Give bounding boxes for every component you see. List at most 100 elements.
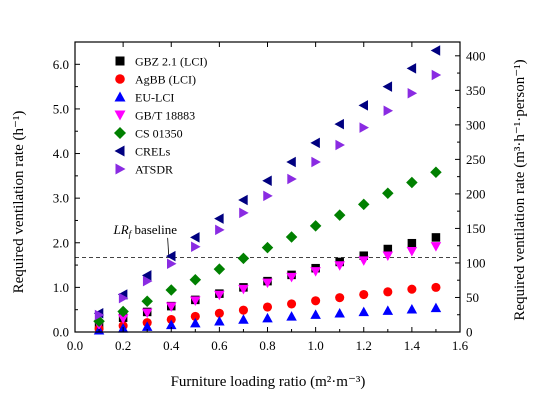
y-left-tick-label-4: 4.0 <box>53 146 69 161</box>
point-s6-11 <box>359 122 369 133</box>
legend-label-6: ATSDR <box>135 163 173 177</box>
legend: GBZ 2.1 (LCI) AgBB (LCI) EU-LCI GB/T 18883 C… <box>114 55 207 177</box>
point-s4-4 <box>189 274 202 286</box>
legend-item-4: CS 01350 <box>114 127 183 141</box>
point-s2-5 <box>214 316 225 326</box>
baseline-label-main: LR <box>113 222 129 237</box>
legend-item-1: AgBB (LCI) <box>115 73 196 87</box>
point-s0-12 <box>383 244 393 254</box>
y-right-tick-label-1: 50 <box>466 290 479 305</box>
point-s2-13 <box>406 303 418 314</box>
legend-item-2: EU-LCI <box>114 91 174 105</box>
legend-label-3: GB/T 18883 <box>135 109 195 123</box>
x-tick-label-3: 0.6 <box>211 338 228 353</box>
y-left-tick-label-6: 6.0 <box>53 57 69 72</box>
point-s4-7 <box>261 241 274 254</box>
point-s2-11 <box>358 306 369 317</box>
point-s0-11 <box>359 251 368 260</box>
point-s4-10 <box>333 209 346 221</box>
legend-item-5: CRELs <box>114 145 171 159</box>
point-s3-5 <box>214 290 225 301</box>
point-s5-5 <box>214 213 224 224</box>
y-right-tick-label-7: 350 <box>466 83 486 98</box>
point-s5-3 <box>166 250 176 262</box>
x-tick-label-6: 1.2 <box>356 338 372 353</box>
point-s2-2 <box>141 321 153 331</box>
point-s4-6 <box>237 252 250 265</box>
point-s6-13 <box>407 88 418 99</box>
legend-marker-1 <box>115 74 125 84</box>
point-s6-12 <box>383 105 394 116</box>
point-s4-13 <box>406 176 418 189</box>
series-5 <box>93 45 441 319</box>
point-s4-9 <box>309 220 322 232</box>
legend-label-1: AgBB (LCI) <box>135 73 196 87</box>
point-s1-12 <box>383 287 393 297</box>
point-s3-13 <box>406 246 418 257</box>
y-axis-left-title: Required ventilation rate (h⁻¹) <box>11 111 27 294</box>
point-s5-13 <box>406 63 417 74</box>
point-s2-6 <box>238 314 249 324</box>
series-2 <box>93 302 442 335</box>
point-s6-1 <box>118 292 129 304</box>
point-s6-7 <box>263 190 273 202</box>
point-s3-11 <box>358 256 369 266</box>
point-s3-8 <box>286 272 297 283</box>
point-s3-1 <box>117 314 129 324</box>
series-4 <box>93 166 442 328</box>
point-s0-13 <box>407 238 417 248</box>
y-right-tick-label-3: 150 <box>466 221 486 236</box>
point-s1-6 <box>238 305 248 315</box>
point-s6-0 <box>94 309 105 321</box>
point-s5-11 <box>358 100 368 111</box>
y-left-tick-label-2: 2.0 <box>53 235 69 250</box>
point-s1-5 <box>214 308 224 318</box>
point-s4-2 <box>141 295 153 307</box>
x-tick-label-1: 0.2 <box>115 338 131 353</box>
point-s0-14 <box>431 233 441 242</box>
point-s1-10 <box>335 293 345 303</box>
legend-item-3: GB/T 18883 <box>114 109 195 123</box>
y-right-tick-label-8: 400 <box>466 48 486 63</box>
point-s4-5 <box>213 263 226 275</box>
point-s1-14 <box>431 282 441 292</box>
point-s2-7 <box>262 312 273 323</box>
point-s6-3 <box>167 258 177 269</box>
point-s2-14 <box>430 302 442 313</box>
y-right-tick-label-4: 200 <box>466 186 486 201</box>
point-s3-3 <box>166 302 177 312</box>
series-1 <box>94 282 441 334</box>
axes-layer: 0.0 0.2 0.4 0.6 0.8 1.0 1.2 1.4 1.6 0.0 1.0 2.0 3.0 4… <box>53 41 486 353</box>
x-tick-label-0: 0.0 <box>67 338 83 353</box>
y-left-tick-label-3: 3.0 <box>53 191 69 206</box>
legend-marker-3 <box>114 110 126 121</box>
y-right-tick-label-6: 300 <box>466 117 486 132</box>
x-tick-label-4: 0.8 <box>259 338 275 353</box>
point-s1-7 <box>262 302 273 312</box>
point-s5-7 <box>262 175 272 187</box>
point-s3-10 <box>334 261 345 271</box>
point-s3-7 <box>262 278 273 289</box>
legend-item-6: ATSDR <box>115 163 173 177</box>
point-s5-4 <box>190 232 200 243</box>
y-axis-right-title: Required ventilation rate (m³·h⁻¹·person… <box>512 59 528 320</box>
point-s5-8 <box>286 156 296 168</box>
point-s3-12 <box>382 251 394 261</box>
point-s1-4 <box>190 311 200 321</box>
legend-marker-4 <box>114 127 126 139</box>
legend-item-0: GBZ 2.1 (LCI) <box>115 55 207 69</box>
point-s6-14 <box>431 69 442 81</box>
legend-label-4: CS 01350 <box>135 127 183 141</box>
baseline-label: LRf baseline <box>113 222 178 239</box>
point-s6-5 <box>215 224 225 236</box>
point-s4-1 <box>117 305 129 318</box>
plot-frame <box>74 41 461 333</box>
point-s2-8 <box>286 311 297 321</box>
point-s1-13 <box>407 284 417 294</box>
point-s3-6 <box>238 284 249 295</box>
y-right-tick-label-5: 250 <box>466 152 486 167</box>
point-s2-3 <box>166 319 177 330</box>
baseline-label-rest: baseline <box>131 222 177 237</box>
legend-label-0: GBZ 2.1 (LCI) <box>135 55 207 69</box>
